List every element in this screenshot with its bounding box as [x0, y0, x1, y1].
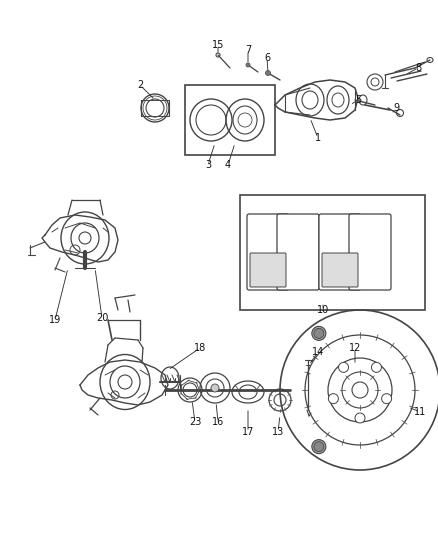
Bar: [185, 85, 275, 155]
Circle shape: [312, 440, 326, 454]
Circle shape: [328, 394, 339, 403]
Ellipse shape: [265, 70, 271, 76]
Text: 20: 20: [96, 313, 108, 323]
FancyBboxPatch shape: [277, 214, 319, 290]
Text: 16: 16: [212, 417, 224, 427]
Circle shape: [314, 328, 324, 338]
FancyBboxPatch shape: [349, 214, 391, 290]
Text: 11: 11: [414, 407, 426, 417]
Text: 13: 13: [272, 427, 284, 437]
Text: 1: 1: [315, 133, 321, 143]
Circle shape: [314, 442, 324, 451]
Text: 19: 19: [49, 315, 61, 325]
Text: 4: 4: [225, 160, 231, 170]
Text: 10: 10: [317, 305, 329, 315]
Text: 8: 8: [415, 63, 421, 73]
FancyBboxPatch shape: [319, 214, 361, 290]
Text: 15: 15: [212, 40, 224, 50]
Bar: [240, 195, 425, 310]
Text: 7: 7: [245, 45, 251, 55]
Text: 17: 17: [242, 427, 254, 437]
Text: 5: 5: [355, 95, 361, 105]
Circle shape: [312, 326, 326, 341]
Circle shape: [339, 362, 349, 373]
Ellipse shape: [246, 63, 250, 67]
Text: 2: 2: [137, 80, 143, 90]
Circle shape: [381, 394, 392, 403]
Text: 9: 9: [393, 103, 399, 113]
Text: 3: 3: [205, 160, 211, 170]
FancyBboxPatch shape: [322, 253, 358, 287]
Text: 18: 18: [194, 343, 206, 353]
FancyBboxPatch shape: [250, 253, 286, 287]
Text: 12: 12: [349, 343, 361, 353]
Text: 14: 14: [312, 347, 324, 357]
FancyBboxPatch shape: [247, 214, 289, 290]
Text: 6: 6: [264, 53, 270, 63]
Ellipse shape: [211, 384, 219, 392]
Circle shape: [355, 413, 365, 423]
Circle shape: [371, 362, 381, 373]
Text: 23: 23: [189, 417, 201, 427]
